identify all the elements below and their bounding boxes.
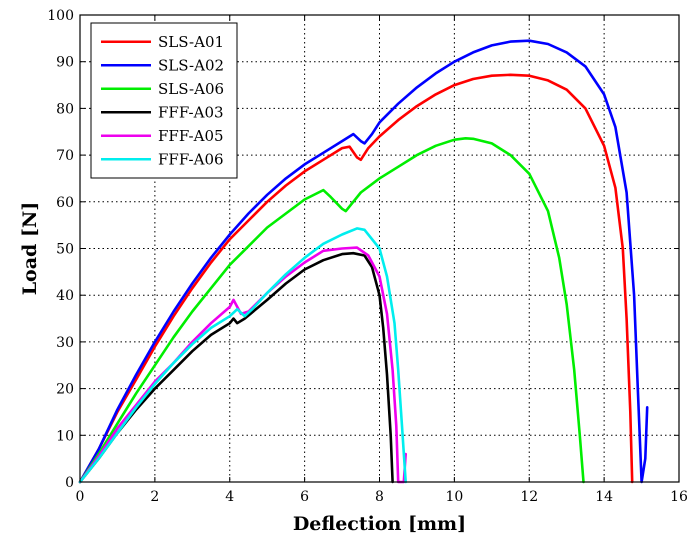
series-line-fff-a06	[78, 227, 407, 484]
y-tick-label: 10	[56, 428, 74, 444]
x-tick-label: 12	[520, 489, 538, 505]
plot-series	[78, 39, 649, 484]
y-tick-label: 100	[47, 8, 74, 24]
x-tick-label: 6	[300, 489, 309, 505]
y-tick-label: 70	[56, 148, 74, 164]
series-line-sls-a06	[78, 137, 585, 484]
legend-label: FFF-A05	[158, 127, 224, 145]
y-tick-label: 90	[56, 55, 74, 71]
legend-label: SLS-A01	[158, 33, 224, 51]
axis-ticks: 0 2 4 6 8 10 12 14 16 0 10 20 30 40 50 60 70 80 90 100	[47, 8, 688, 505]
y-tick-label: 30	[56, 335, 74, 351]
y-tick-label: 0	[65, 475, 74, 491]
legend-label: SLS-A06	[158, 80, 224, 98]
y-tick-label: 50	[56, 242, 74, 258]
y-tick-label: 60	[56, 195, 74, 211]
y-tick-label: 20	[56, 382, 74, 398]
x-tick-label: 8	[375, 489, 384, 505]
legend-label: SLS-A02	[158, 56, 224, 74]
series-line-sls-a02	[78, 39, 649, 484]
x-tick-label: 0	[76, 489, 85, 505]
series-line-fff-a05	[78, 246, 407, 484]
legend-label: FFF-A03	[158, 103, 224, 121]
legend-box	[90, 22, 238, 179]
y-axis-label: Load [N]	[19, 202, 41, 296]
x-tick-label: 2	[150, 489, 159, 505]
x-axis-label: Deflection [mm]	[293, 513, 466, 535]
legend: SLS-A01 SLS-A02 SLS-A06 FFF-A03 FFF-A05 FFF-A…	[90, 22, 238, 179]
series-line-sls-a01	[78, 73, 634, 484]
x-tick-label: 14	[595, 489, 613, 505]
y-tick-label: 40	[56, 288, 74, 304]
y-tick-label: 80	[56, 101, 74, 117]
x-tick-label: 16	[670, 489, 688, 505]
legend-label: FFF-A06	[158, 150, 224, 168]
series-line-fff-a03	[78, 251, 394, 484]
x-tick-label: 4	[225, 489, 234, 505]
x-tick-label: 10	[445, 489, 463, 505]
